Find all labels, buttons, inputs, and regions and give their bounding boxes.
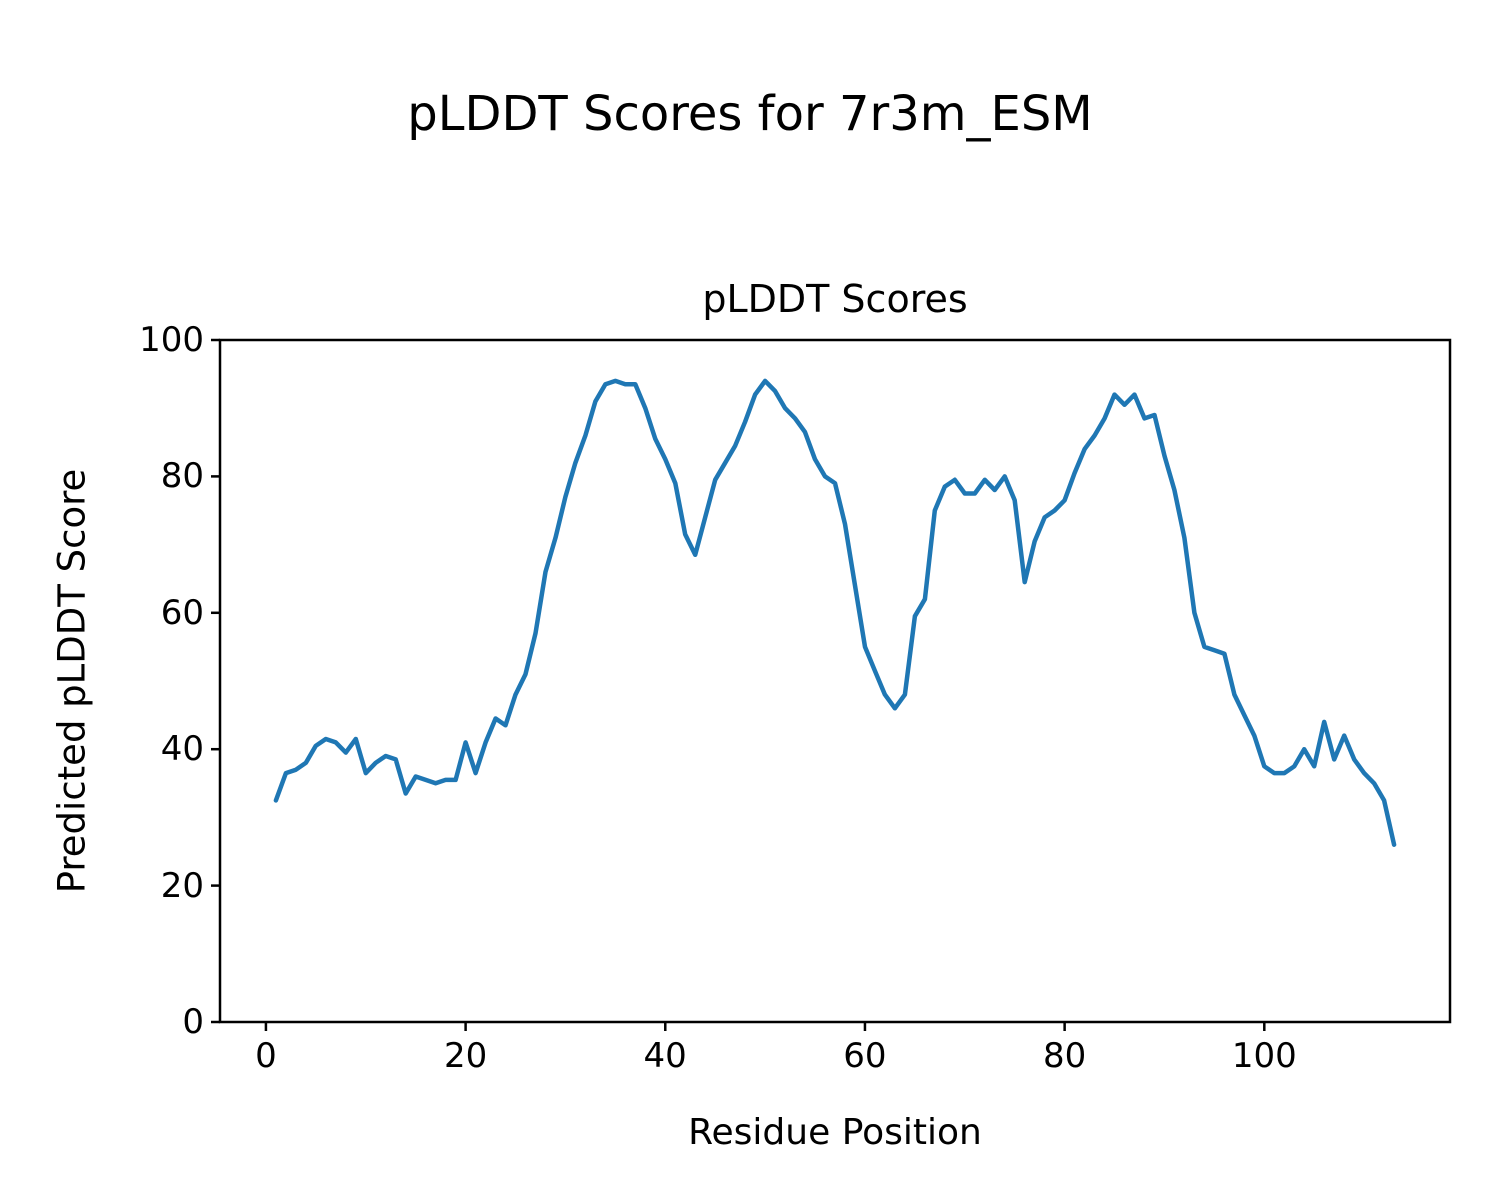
y-tick-label-60: 60 (160, 592, 204, 633)
y-tick-label-80: 80 (160, 456, 204, 497)
y-tick-label-100: 100 (139, 320, 204, 360)
x-tick-label-20: 20 (443, 1036, 488, 1076)
y-tick-label-20: 20 (160, 865, 204, 906)
x-axis-label: Residue Position (688, 1112, 982, 1153)
axes-title: pLDDT Scores (702, 277, 968, 321)
x-tick-label-40: 40 (643, 1036, 687, 1076)
tick-marks (211, 338, 1266, 1031)
plot-border (218, 338, 1452, 1024)
x-tick-label-100: 100 (1231, 1036, 1297, 1076)
y-tick-label-0: 0 (182, 1002, 204, 1042)
x-tick-label-80: 80 (1042, 1036, 1087, 1076)
x-tick-label-0: 0 (255, 1036, 277, 1076)
figure-title: pLDDT Scores for 7r3m_ESM (407, 86, 1093, 142)
plot-svg (211, 338, 1452, 1031)
plddt-line (273, 378, 1397, 847)
y-tick-label-40: 40 (160, 729, 204, 770)
y-axis-label: Predicted pLDDT Score (50, 468, 94, 894)
x-tick-label-60: 60 (843, 1036, 887, 1076)
